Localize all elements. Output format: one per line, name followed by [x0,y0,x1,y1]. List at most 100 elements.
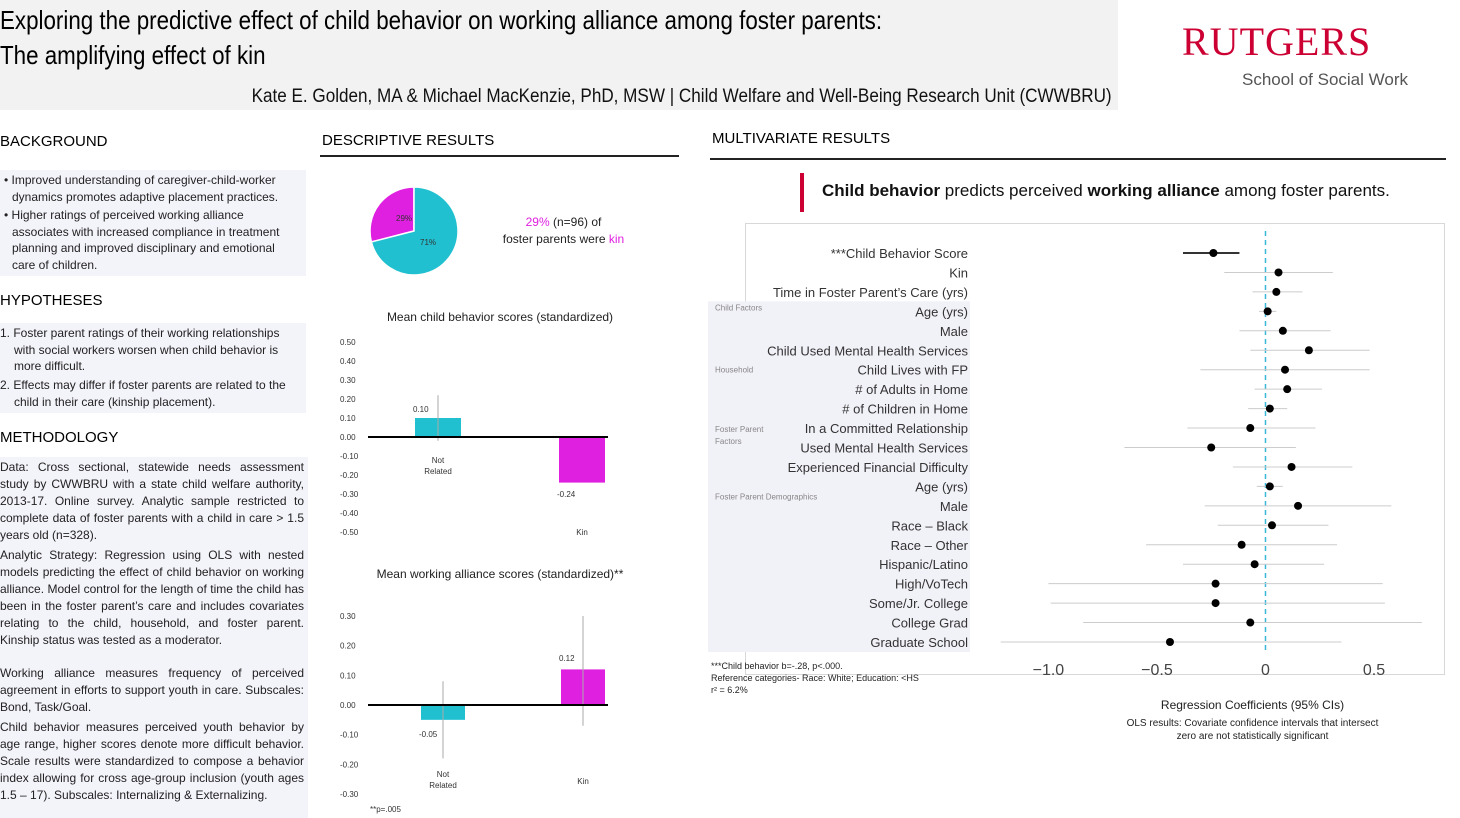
row-label: Kin [949,265,968,280]
coefficient-point [1278,326,1287,335]
row-label: In a Committed Relationship [805,421,968,436]
coefficient-point [1274,268,1283,277]
regression-forest-plot: Child Factors Household Foster Parent Facto… [708,231,1422,679]
y-tick-label: -0.10 [340,452,359,461]
coefficient-point [1246,618,1255,627]
row-label: Child Used Mental Health Services [767,343,968,358]
y-tick-label: 0.00 [340,701,356,710]
coefficient-point [1265,482,1274,491]
title-band [0,0,1118,110]
row-label: Graduate School [870,635,968,650]
y-tick-label: 0.20 [340,395,356,404]
background-bullet-1: • Improved understanding of caregiver-ch… [4,173,279,204]
chart-footnote: **p=.005 [370,805,401,814]
category-label: Related [424,467,452,476]
row-label: Hispanic/Latino [879,557,968,572]
group-label: Factors [715,437,742,446]
group-band [708,301,970,361]
category-label: Kin [576,528,588,537]
kin-caption-percent: 29% [525,215,550,229]
poster-title-line-2: The amplifying effect of kin [0,40,266,70]
y-tick-label: 0.30 [340,612,356,621]
rutgers-logo: RUTGERS [1182,19,1372,64]
group-band [708,359,970,419]
coefficient-point [1294,501,1303,510]
background-heading: BACKGROUND [0,133,108,150]
y-tick-label: -0.10 [340,731,359,740]
methodology-heading: METHODOLOGY [0,429,119,446]
value-label: -0.24 [557,490,576,499]
row-label: # of Adults in Home [855,382,968,397]
coefficient-point [1268,521,1276,530]
note-child-behavior: ***Child behavior b=-.28, p<.000. [711,661,843,671]
coefficient-point [1207,443,1216,452]
alliance-bar-chart: 0.30 0.20 0.10 0.00 -0.10 -0.20 -0.30 -0.05 0.12… [340,612,608,814]
methodology-strategy: Analytic Strategy: Regression using OLS … [0,548,304,647]
kin-caption: 29% (n=96) of foster parents were kin [502,215,625,246]
y-tick-label: -0.20 [340,471,359,480]
row-label: Age (yrs) [915,479,968,494]
category-label: Not [437,770,450,779]
row-label: Male [940,324,968,339]
value-label: 0.12 [559,654,575,663]
multivariate-rule [710,158,1446,160]
row-label: Time in Foster Parent’s Care (yrs) [773,285,968,300]
row-label: # of Children in Home [842,402,968,417]
row-label: High/VoTech [895,577,968,592]
hypotheses-heading: HYPOTHESES [0,292,103,309]
y-tick-label: -0.40 [340,509,359,518]
category-label: Kin [577,777,589,786]
row-label: Experienced Financial Difficulty [788,460,969,475]
row-label: College Grad [891,616,968,631]
ols-note: OLS results: Covariate confidence interv… [1126,718,1379,742]
coefficient-point [1304,346,1313,355]
row-label: Child Lives with FP [857,363,968,378]
coefficient-point [1165,638,1174,646]
school-name: School of Social Work [1242,70,1408,89]
pie-slice-kin [369,186,415,243]
note-reference: Reference categories- Race: White; Educa… [711,673,919,683]
row-label: Race – Black [891,518,968,533]
pie-other-label: 71% [420,238,436,247]
hypotheses-panel: 1. Foster parent ratings of their workin… [0,323,306,413]
x-tick-label: 0 [1261,662,1270,679]
behavior-bar-chart: 0.50 0.40 0.30 0.20 0.10 0.00 -0.10 -0.20 -0.30 -… [340,338,608,537]
category-label: Related [429,781,457,790]
y-tick-label: 0.40 [340,357,356,366]
coefficient-point [1263,307,1272,316]
methodology-data: Data: Cross sectional, statewide needs a… [0,460,304,542]
y-tick-label: -0.30 [340,490,359,499]
coefficient-point [1250,560,1259,569]
row-label: Used Mental Health Services [800,441,968,456]
group-label: Foster Parent [715,425,764,434]
x-tick-label: −1.0 [1033,662,1065,679]
coefficient-point [1287,462,1296,471]
coefficient-point [1281,365,1290,374]
hypothesis-2: 2. Effects may differ if foster parents … [0,378,286,409]
authors: Kate E. Golden, MA & Michael MacKenzie, … [251,86,1112,107]
note-r2: r² = 6.2% [711,685,748,695]
row-label: ***Child Behavior Score [831,246,968,261]
y-tick-label: 0.10 [340,671,356,680]
y-tick-label: 0.10 [340,414,356,423]
row-label: Race – Other [891,538,969,553]
y-tick-label: -0.30 [340,790,359,799]
methodology-panel: Data: Cross sectional, statewide needs a… [0,457,308,818]
coefficient-point [1246,424,1255,433]
group-label: Foster Parent Demographics [715,492,817,501]
row-label: Some/Jr. College [869,596,968,611]
headline-accent-bar [800,173,804,212]
y-tick-label: -0.20 [340,760,359,769]
methodology-alliance: Working alliance measures frequency of p… [0,666,304,714]
y-tick-label: 0.00 [340,433,356,442]
group-band [708,476,970,652]
group-band [708,418,970,477]
alliance-chart-title: Mean working alliance scores (standardiz… [376,567,624,581]
pie-kin-label: 29% [396,214,412,223]
x-tick-label: 0.5 [1363,662,1385,679]
group-label: Child Factors [715,303,762,312]
y-tick-label: 0.50 [340,338,356,347]
coefficient-point [1272,287,1281,296]
descriptive-heading: DESCRIPTIVE RESULTS [322,132,495,149]
value-label: -0.05 [419,730,438,739]
